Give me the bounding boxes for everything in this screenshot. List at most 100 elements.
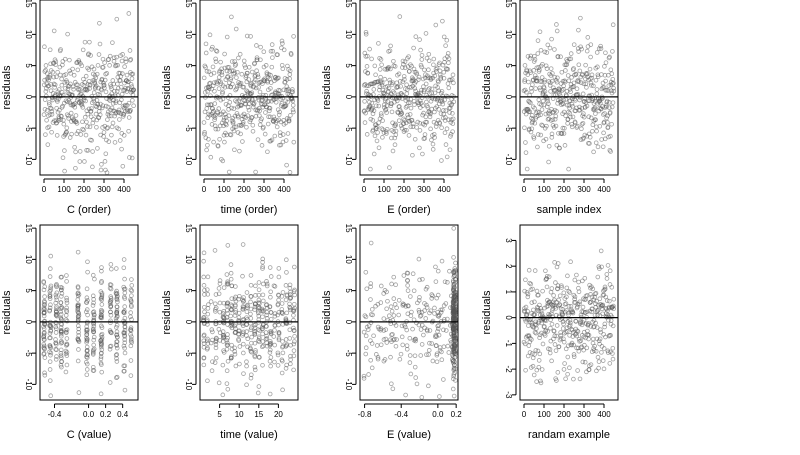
data-point <box>210 329 215 335</box>
data-point <box>258 57 263 63</box>
x-tick-label: 0 <box>522 185 527 194</box>
data-point <box>554 28 560 34</box>
data-point <box>122 324 128 330</box>
data-point <box>99 290 105 296</box>
y-tick-label: -10 <box>504 154 513 166</box>
data-point <box>112 88 117 94</box>
data-point <box>85 352 90 358</box>
data-point <box>526 79 531 85</box>
data-point <box>101 82 107 88</box>
data-point <box>580 136 586 142</box>
plot-frame <box>39 0 139 176</box>
data-point <box>550 306 556 312</box>
y-tick-label: 5 <box>184 288 193 293</box>
data-point <box>221 117 227 123</box>
data-point <box>369 365 375 371</box>
data-point <box>397 14 403 19</box>
data-point <box>384 110 389 115</box>
data-point <box>557 93 563 98</box>
data-point <box>587 134 593 140</box>
data-point <box>379 80 385 86</box>
data-point <box>268 355 274 360</box>
data-point <box>226 64 232 70</box>
data-point <box>378 283 384 289</box>
data-point <box>114 325 119 330</box>
data-point <box>540 288 545 294</box>
data-point <box>284 343 290 348</box>
data-point <box>564 285 570 291</box>
data-point <box>256 280 262 285</box>
data-point <box>264 324 269 329</box>
x-tick-label: 0.2 <box>100 410 112 419</box>
data-point <box>366 372 371 377</box>
data-point <box>375 79 381 84</box>
data-point <box>261 124 266 130</box>
data-point <box>206 136 211 142</box>
data-point <box>131 87 137 93</box>
y-tick-label: -5 <box>184 125 193 133</box>
data-point <box>271 114 277 120</box>
data-point <box>608 67 614 73</box>
data-point <box>129 288 135 294</box>
data-point <box>76 316 81 322</box>
data-point <box>609 104 615 110</box>
data-point <box>361 83 367 88</box>
data-point <box>595 74 601 79</box>
data-point <box>545 329 550 334</box>
data-point <box>276 112 282 118</box>
data-point <box>554 79 560 85</box>
data-point <box>555 286 560 292</box>
data-point <box>412 353 418 359</box>
data-point <box>225 322 230 327</box>
data-point <box>445 343 451 349</box>
data-point <box>41 310 47 316</box>
data-point <box>271 283 277 289</box>
data-point <box>584 85 589 90</box>
data-point <box>256 339 262 345</box>
data-point <box>208 93 213 98</box>
data-point <box>271 334 277 339</box>
data-point <box>64 336 70 341</box>
data-point <box>82 159 87 164</box>
data-point <box>252 307 257 312</box>
data-point <box>256 317 262 323</box>
data-point <box>451 99 457 105</box>
data-point <box>553 306 559 311</box>
x-tick-label: 0.2 <box>451 410 463 419</box>
data-point <box>591 348 597 353</box>
data-point <box>611 80 616 86</box>
data-point <box>272 328 277 333</box>
data-point <box>252 301 258 307</box>
y-tick-label: 10 <box>504 30 513 39</box>
data-point <box>47 47 53 53</box>
data-point <box>370 312 375 318</box>
x-tick-label: 0 <box>202 185 207 194</box>
data-point <box>118 78 123 83</box>
data-point <box>387 48 393 54</box>
x-axis-title: randam example <box>528 429 610 441</box>
data-point <box>248 83 254 89</box>
data-point <box>571 66 576 71</box>
data-point <box>270 55 275 60</box>
data-point <box>100 65 106 70</box>
data-point <box>368 357 373 363</box>
data-point <box>574 345 579 351</box>
data-point <box>229 307 234 313</box>
data-point <box>60 59 66 64</box>
data-point <box>589 75 595 81</box>
data-point <box>580 304 586 310</box>
data-point <box>226 113 232 119</box>
data-point <box>430 358 436 364</box>
data-point <box>275 52 280 58</box>
data-point <box>41 279 46 284</box>
data-point <box>442 56 448 61</box>
data-point <box>217 278 223 283</box>
data-point <box>91 329 96 335</box>
plot-frame <box>359 0 459 176</box>
data-point <box>424 305 430 310</box>
data-point <box>105 125 110 130</box>
data-point <box>49 112 55 117</box>
data-point <box>225 300 231 306</box>
